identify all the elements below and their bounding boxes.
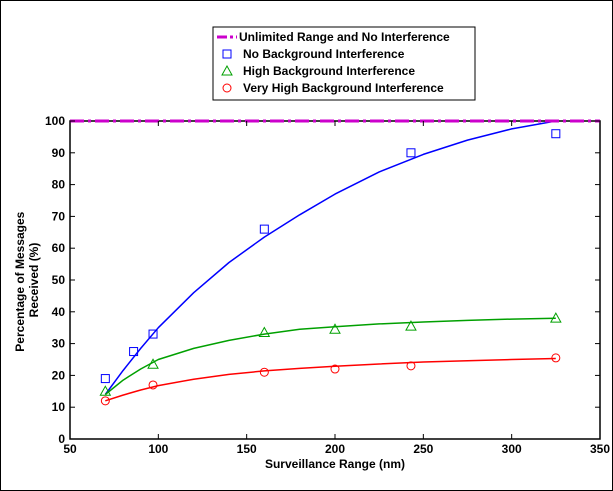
x-tick-label: 300 [502,442,522,456]
y-tick-label: 0 [58,432,65,446]
axes-box [70,121,600,439]
legend-entry-very-high-background: Very High Background Interference [223,81,444,95]
y-tick-label: 70 [52,209,66,223]
x-axis-label: Surveillance Range (nm) [265,457,405,471]
legend-label-high-background: High Background Interference [243,64,415,78]
y-tick-label: 80 [52,178,66,192]
legend-label-reference: Unlimited Range and No Interference [239,30,450,44]
x-tick-label: 100 [148,442,168,456]
legend-entry-reference: Unlimited Range and No Interference [217,30,450,44]
x-tick-label: 350 [590,442,610,456]
y-axis-label: Percentage of Messages Received (%) [13,208,41,351]
y-tick-label: 40 [52,305,66,319]
y-tick-label: 20 [52,368,66,382]
x-tick-label: 250 [413,442,433,456]
legend: Unlimited Range and No Interference No B… [213,27,475,100]
plot-area [70,121,600,439]
y-tick-label: 10 [52,400,66,414]
y-axis-label-line-1: Percentage of Messages [13,211,27,351]
legend-label-no-background: No Background Interference [243,47,405,61]
legend-entry-no-background: No Background Interference [223,47,405,61]
x-tick-label: 50 [63,442,77,456]
y-tick-label: 100 [45,114,65,128]
x-tick-label: 150 [237,442,257,456]
y-tick-label: 90 [52,146,66,160]
y-tick-label: 60 [52,241,66,255]
legend-label-very-high-background: Very High Background Interference [243,81,444,95]
y-tick-label: 50 [52,273,66,287]
y-axis-label-line-2: Received (%) [27,243,41,318]
y-tick-label: 30 [52,337,66,351]
x-tick-label: 200 [325,442,345,456]
legend-entry-high-background: High Background Interference [222,64,415,78]
